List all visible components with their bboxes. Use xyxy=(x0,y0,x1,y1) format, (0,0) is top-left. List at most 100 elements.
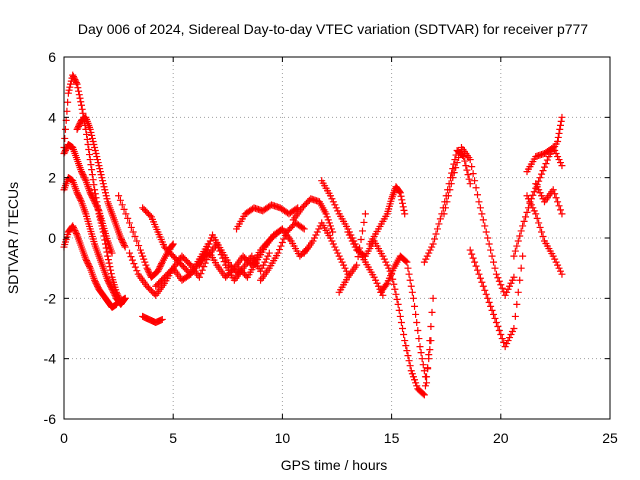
data-point-interp xyxy=(325,219,333,227)
data-point-interp xyxy=(514,288,522,296)
data-point xyxy=(99,180,107,188)
data-point-interp xyxy=(90,140,98,148)
data-point-interp xyxy=(399,325,407,332)
data-point-interp xyxy=(506,334,514,342)
data-point-interp xyxy=(74,190,82,198)
data-point-interp xyxy=(63,107,71,115)
data-point-interp xyxy=(403,347,411,355)
data-point-interp xyxy=(435,220,443,228)
data-point-interp xyxy=(478,210,486,218)
data-point-interp xyxy=(83,130,91,138)
data-point-interp xyxy=(89,195,97,203)
data-point-interp xyxy=(98,174,106,182)
data-point xyxy=(73,125,81,133)
data-point-interp xyxy=(107,266,115,274)
data-point xyxy=(104,252,112,260)
data-point xyxy=(154,267,162,275)
data-point-interp xyxy=(503,288,511,296)
data-point-interp xyxy=(506,282,514,290)
data-point-interp xyxy=(382,258,390,266)
chart-title: Day 006 of 2024, Sidereal Day-to-day VTE… xyxy=(78,21,588,37)
data-point-interp xyxy=(75,192,83,200)
data-point xyxy=(532,210,540,218)
data-point-interp xyxy=(61,125,69,133)
data-point-interp xyxy=(299,224,307,232)
data-point-interp xyxy=(72,228,80,236)
data-point-interp xyxy=(404,264,412,272)
data-point-interp xyxy=(106,281,114,289)
data-point-interp xyxy=(198,266,206,274)
data-point-interp xyxy=(495,327,503,335)
data-point xyxy=(326,234,334,242)
data-point-interp xyxy=(87,190,95,198)
data-point-interp xyxy=(88,131,96,139)
data-point-interp xyxy=(433,225,441,233)
data-point xyxy=(501,343,509,351)
data-point xyxy=(475,198,483,206)
data-point-interp xyxy=(436,215,444,223)
data-point xyxy=(158,315,166,323)
data-point-interp xyxy=(155,266,163,274)
data-point-interp xyxy=(122,210,130,218)
data-point-interp xyxy=(128,256,136,264)
data-point-interp xyxy=(396,312,404,320)
data-point-interp xyxy=(88,134,96,142)
data-point-interp xyxy=(516,276,524,284)
data-point-interp xyxy=(97,171,105,179)
data-point-interp xyxy=(76,195,84,203)
data-point-interp xyxy=(556,206,564,214)
data-point-interp xyxy=(508,276,516,284)
data-point xyxy=(91,144,99,151)
series-track-v xyxy=(420,147,474,266)
data-point-interp xyxy=(476,274,484,282)
data-point-interp xyxy=(105,259,113,267)
data-point-interp xyxy=(426,246,434,254)
data-point-interp xyxy=(426,346,434,354)
data-point-interp xyxy=(389,275,397,283)
data-point-interp xyxy=(75,87,83,95)
data-point xyxy=(423,379,431,387)
data-point-interp xyxy=(99,177,107,185)
data-point xyxy=(484,294,492,302)
data-point-interp xyxy=(93,153,101,161)
data-point-interp xyxy=(421,373,429,381)
data-point-interp xyxy=(310,234,318,242)
data-point xyxy=(91,186,99,194)
data-point-interp xyxy=(328,195,336,203)
data-point-interp xyxy=(409,373,417,381)
data-point-interp xyxy=(552,258,560,266)
data-point-interp xyxy=(423,252,431,260)
data-point-interp xyxy=(497,281,505,289)
data-point-interp xyxy=(419,361,427,369)
x-axis-label: GPS time / hours xyxy=(281,457,388,473)
data-point-interp xyxy=(111,291,119,299)
data-point-interp xyxy=(331,201,339,209)
data-point-interp xyxy=(465,175,473,183)
data-point xyxy=(309,237,317,245)
data-point-interp xyxy=(406,362,414,370)
data-point xyxy=(519,222,527,230)
data-point-interp xyxy=(396,188,404,196)
data-point xyxy=(265,249,273,257)
data-point xyxy=(274,249,282,257)
data-point-interp xyxy=(452,164,460,172)
data-point-interp xyxy=(324,216,332,224)
data-point-interp xyxy=(340,261,348,269)
series-track-a xyxy=(60,71,129,305)
data-point-interp xyxy=(539,167,547,175)
data-point-interp xyxy=(61,134,69,142)
data-point-interp xyxy=(555,264,563,272)
data-point-interp xyxy=(345,231,353,239)
data-point xyxy=(536,174,544,182)
data-point xyxy=(549,144,557,151)
y-tick-label: 0 xyxy=(48,230,56,246)
series-track-u xyxy=(377,252,437,387)
data-point-interp xyxy=(399,203,407,211)
data-point-interp xyxy=(92,150,100,158)
data-point-interp xyxy=(74,84,82,92)
data-point-interp xyxy=(313,228,321,236)
data-point-interp xyxy=(158,260,166,268)
data-point xyxy=(169,240,177,248)
data-point-interp xyxy=(517,264,525,272)
data-point xyxy=(326,192,334,200)
